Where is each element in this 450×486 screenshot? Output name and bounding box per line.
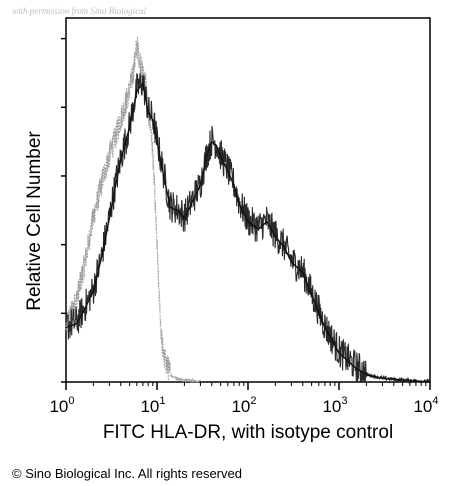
- x-tick-label: 104: [413, 395, 438, 416]
- series-2: [65, 72, 431, 385]
- series-1-line: [65, 46, 201, 383]
- tick-layer: 100 101 102 103 104: [49, 37, 439, 416]
- plot-frame: [65, 17, 431, 383]
- series-1: [65, 36, 201, 384]
- x-axis-label: FITC HLA-DR, with isotype control: [102, 422, 394, 443]
- x-tick-label: 101: [140, 395, 165, 416]
- series-2-line: [65, 81, 431, 383]
- series-2-trace: [65, 72, 431, 385]
- y-axis-label: Relative Cell Number: [24, 131, 45, 311]
- x-tick-label: 102: [231, 395, 256, 416]
- x-tick-label: 103: [322, 395, 347, 416]
- x-tick-label: 100: [49, 395, 74, 416]
- histogram-chart: 100 101 102 103 104: [49, 17, 439, 416]
- watermark-text: with permission from Sino Biological: [12, 6, 147, 16]
- series-layer: [65, 36, 431, 385]
- copyright-notice: © Sino Biological Inc. All rights reserv…: [12, 466, 242, 481]
